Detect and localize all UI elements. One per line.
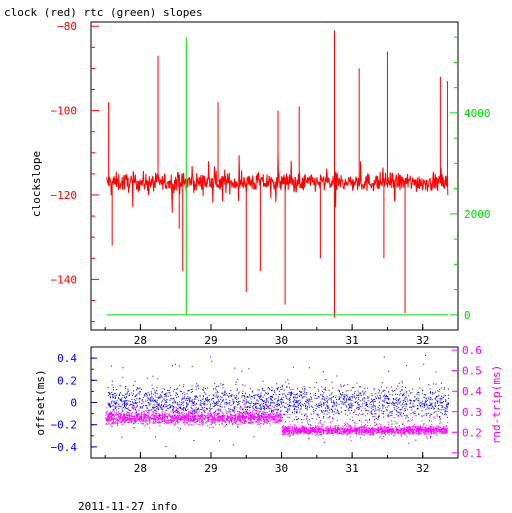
top-left-tick-label: −120 <box>51 189 78 202</box>
roundtrip-scatter <box>105 394 449 442</box>
bottom-left-tick-label: −0.4 <box>51 441 78 454</box>
bottom-x-tick-label: 30 <box>275 462 288 475</box>
bottom-right-tick-label: 0.5 <box>462 365 482 378</box>
bottom-x-tick-label: 31 <box>346 462 359 475</box>
bottom-y-axis-label-left: offset(ms) <box>34 369 47 435</box>
top-left-tick-label: −100 <box>51 105 78 118</box>
bottom-left-tick-label: 0.4 <box>57 352 77 365</box>
top-y-axis-label: clockslope <box>30 151 43 217</box>
offset-scatter <box>106 354 449 447</box>
bottom-y-axis-label-right: rnd-trip(ms) <box>490 365 503 444</box>
top-right-tick-label: 4000 <box>464 107 491 120</box>
top-left-tick-label: −80 <box>57 20 77 33</box>
bottom-x-tick-label: 28 <box>134 462 147 475</box>
top-x-tick-label: 31 <box>346 334 359 347</box>
bottom-left-tick-label: 0 <box>70 397 77 410</box>
clock-slope-series <box>106 151 449 213</box>
top-right-tick-label: 0 <box>464 309 471 322</box>
top-plot-frame <box>90 21 459 331</box>
top-x-tick-label: 32 <box>416 334 429 347</box>
top-x-tick-label: 28 <box>134 334 147 347</box>
bottom-right-tick-label: 0.6 <box>462 344 482 357</box>
bottom-right-tick-label: 0.3 <box>462 406 482 419</box>
bottom-right-tick-label: 0.1 <box>462 447 482 460</box>
top-x-tick-label: 30 <box>275 334 288 347</box>
bottom-right-tick-label: 0.4 <box>462 385 482 398</box>
bottom-right-tick-label: 0.2 <box>462 426 482 439</box>
bottom-left-tick-label: 0.2 <box>57 374 77 387</box>
top-x-tick-label: 29 <box>204 334 217 347</box>
bottom-x-tick-label: 29 <box>204 462 217 475</box>
top-left-tick-label: −140 <box>51 273 78 286</box>
footer-date: 2011-11-27 info <box>78 500 178 513</box>
bottom-left-tick-label: −0.2 <box>51 419 78 432</box>
chart-title: clock (red) rtc (green) slopes <box>4 6 203 19</box>
bottom-x-tick-label: 32 <box>416 462 429 475</box>
top-right-tick-label: 2000 <box>464 208 491 221</box>
